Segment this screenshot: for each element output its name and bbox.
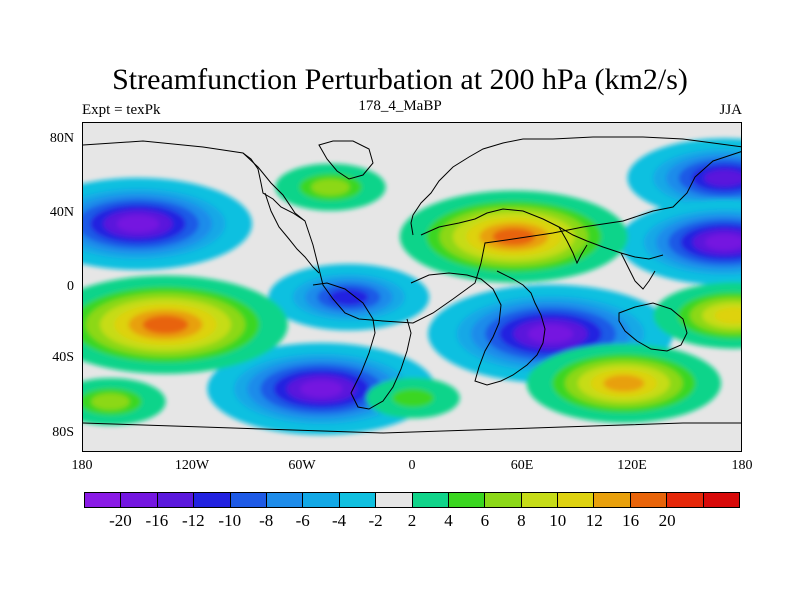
streamfunction-map bbox=[82, 122, 742, 452]
experiment-label: Expt = texPk bbox=[82, 102, 161, 118]
contour-plot bbox=[83, 136, 741, 435]
contour-band bbox=[311, 178, 350, 196]
contour-band bbox=[603, 374, 645, 392]
legend-swatch bbox=[521, 493, 559, 507]
legend-swatch bbox=[85, 493, 122, 507]
season-label: JJA bbox=[719, 102, 742, 118]
contour-band bbox=[142, 315, 189, 334]
legend-label: 16 bbox=[622, 511, 640, 530]
legend-label: 8 bbox=[517, 511, 526, 530]
legend-swatch bbox=[448, 493, 486, 507]
lat-tick-80s: 80S bbox=[52, 425, 74, 440]
legend-label: -20 bbox=[109, 511, 132, 530]
lat-tick-0: 0 bbox=[67, 279, 74, 294]
legend-label: -12 bbox=[181, 511, 205, 530]
legend-label: 6 bbox=[480, 511, 490, 530]
contour-band bbox=[704, 169, 741, 187]
contour-band bbox=[116, 215, 160, 233]
contour-band bbox=[705, 234, 741, 251]
contour-band bbox=[392, 388, 434, 408]
legend-swatch bbox=[485, 493, 522, 507]
legend-label: -10 bbox=[218, 511, 242, 530]
legend-label: -8 bbox=[259, 511, 274, 530]
legend-swatch bbox=[667, 493, 704, 507]
legend-label: 2 bbox=[407, 511, 417, 530]
contour-band bbox=[492, 228, 536, 246]
contour-band bbox=[329, 289, 369, 306]
legend-swatch bbox=[230, 493, 267, 507]
legend-swatch bbox=[558, 493, 595, 507]
legend-swatch bbox=[121, 493, 158, 507]
contour-band bbox=[91, 393, 130, 410]
contour-band bbox=[300, 380, 343, 398]
legend-swatch bbox=[266, 493, 304, 507]
legend-swatch bbox=[412, 493, 449, 507]
legend-label: 10 bbox=[549, 511, 567, 530]
legend-label: -4 bbox=[332, 511, 347, 530]
legend-label: 4 bbox=[444, 511, 453, 530]
legend-label: 20 bbox=[658, 511, 676, 530]
lon-tick-180w: 180 bbox=[71, 458, 93, 473]
legend-label: -2 bbox=[368, 511, 383, 530]
legend-swatch bbox=[376, 493, 413, 507]
coastlines bbox=[83, 136, 741, 434]
lon-tick-120w: 120W bbox=[174, 458, 210, 473]
legend-swatch bbox=[339, 493, 377, 507]
lon-tick-120e: 120E bbox=[617, 458, 647, 473]
lon-tick-180e: 180 bbox=[731, 458, 753, 473]
lat-tick-40s: 40S bbox=[52, 350, 74, 365]
legend-swatch bbox=[703, 493, 740, 507]
lon-tick-0: 0 bbox=[408, 458, 416, 473]
color-legend-bar bbox=[84, 492, 740, 508]
legend-label: -16 bbox=[145, 511, 169, 530]
lon-tick-60w: 60W bbox=[288, 458, 316, 473]
lon-tick-60e: 60E bbox=[510, 458, 534, 473]
contour-band bbox=[714, 307, 741, 324]
legend-label: 12 bbox=[585, 511, 603, 530]
contour-band bbox=[527, 324, 574, 343]
legend-label: -6 bbox=[295, 511, 310, 530]
legend-swatch bbox=[194, 493, 231, 507]
legend-swatch bbox=[157, 493, 195, 507]
run-label: 178_4_MaBP bbox=[358, 98, 442, 114]
legend-swatch bbox=[594, 493, 631, 507]
lat-tick-40n: 40N bbox=[49, 205, 74, 220]
lat-tick-80n: 80N bbox=[49, 131, 74, 146]
legend-swatch bbox=[630, 493, 668, 507]
map-title: Streamfunction Perturbation at 200 hPa (… bbox=[112, 63, 688, 96]
legend-swatch bbox=[303, 493, 340, 507]
